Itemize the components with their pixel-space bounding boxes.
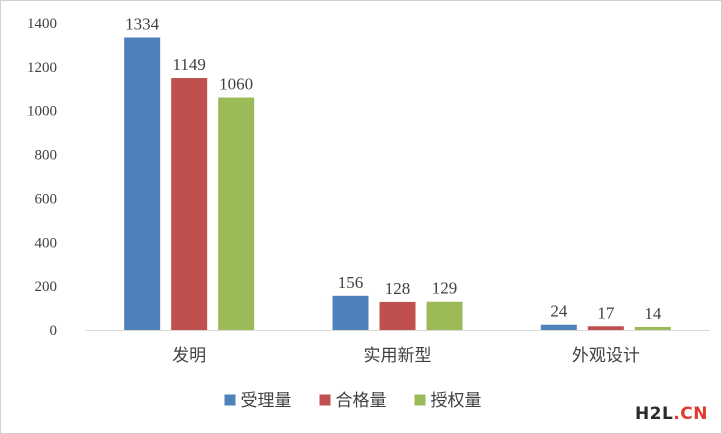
data-label: 1334	[125, 14, 160, 33]
y-tick-label: 600	[35, 191, 58, 207]
bar-2-2	[379, 301, 416, 330]
bar-3-3	[634, 326, 671, 330]
legend: 受理量 合格量 授权量	[224, 391, 482, 411]
y-tick-label: 400	[35, 235, 58, 251]
bar-1-1	[124, 37, 161, 330]
data-label: 156	[338, 273, 364, 292]
legend-swatch	[224, 394, 236, 406]
y-tick-label: 0	[50, 323, 58, 339]
bar-2-3	[587, 326, 624, 330]
x-category-label: 实用新型	[364, 346, 432, 366]
legend-swatch	[414, 394, 426, 406]
data-label: 1149	[172, 55, 205, 74]
legend-entry: 授权量	[431, 391, 482, 411]
bar-1-3	[540, 324, 577, 330]
data-label: 128	[385, 279, 411, 298]
legend-entry: 受理量	[241, 391, 292, 411]
y-tick-label: 1200	[27, 60, 57, 76]
y-tick-label: 1000	[27, 104, 57, 120]
bar-1-2	[332, 295, 369, 330]
y-tick-label: 200	[35, 279, 58, 295]
bar-3-2	[426, 301, 463, 330]
y-tick-label: 1400	[27, 16, 57, 32]
data-label: 17	[597, 303, 615, 322]
watermark-part1: H2L	[634, 404, 674, 424]
x-axis: 发明 实用新型 外观设计	[85, 330, 710, 366]
data-label: 14	[644, 304, 662, 323]
data-label: 1060	[219, 75, 253, 94]
legend-entry: 合格量	[336, 391, 387, 411]
watermark-logo: H2L.CN	[635, 404, 708, 424]
data-label: 129	[432, 279, 458, 298]
data-label: 24	[550, 302, 568, 321]
bar-2-1	[171, 78, 208, 330]
bars: 1334 156 24 1149 128 17 1060 129 14	[124, 14, 671, 330]
x-category-label: 发明	[172, 346, 206, 366]
watermark-part2: .CN	[673, 404, 708, 424]
y-axis: 0 200 400 600 800 1000 1200 1400	[27, 16, 57, 339]
bar-3-1	[218, 97, 255, 330]
y-tick-label: 800	[35, 148, 58, 164]
legend-swatch	[319, 394, 331, 406]
x-category-label: 外观设计	[572, 346, 640, 366]
